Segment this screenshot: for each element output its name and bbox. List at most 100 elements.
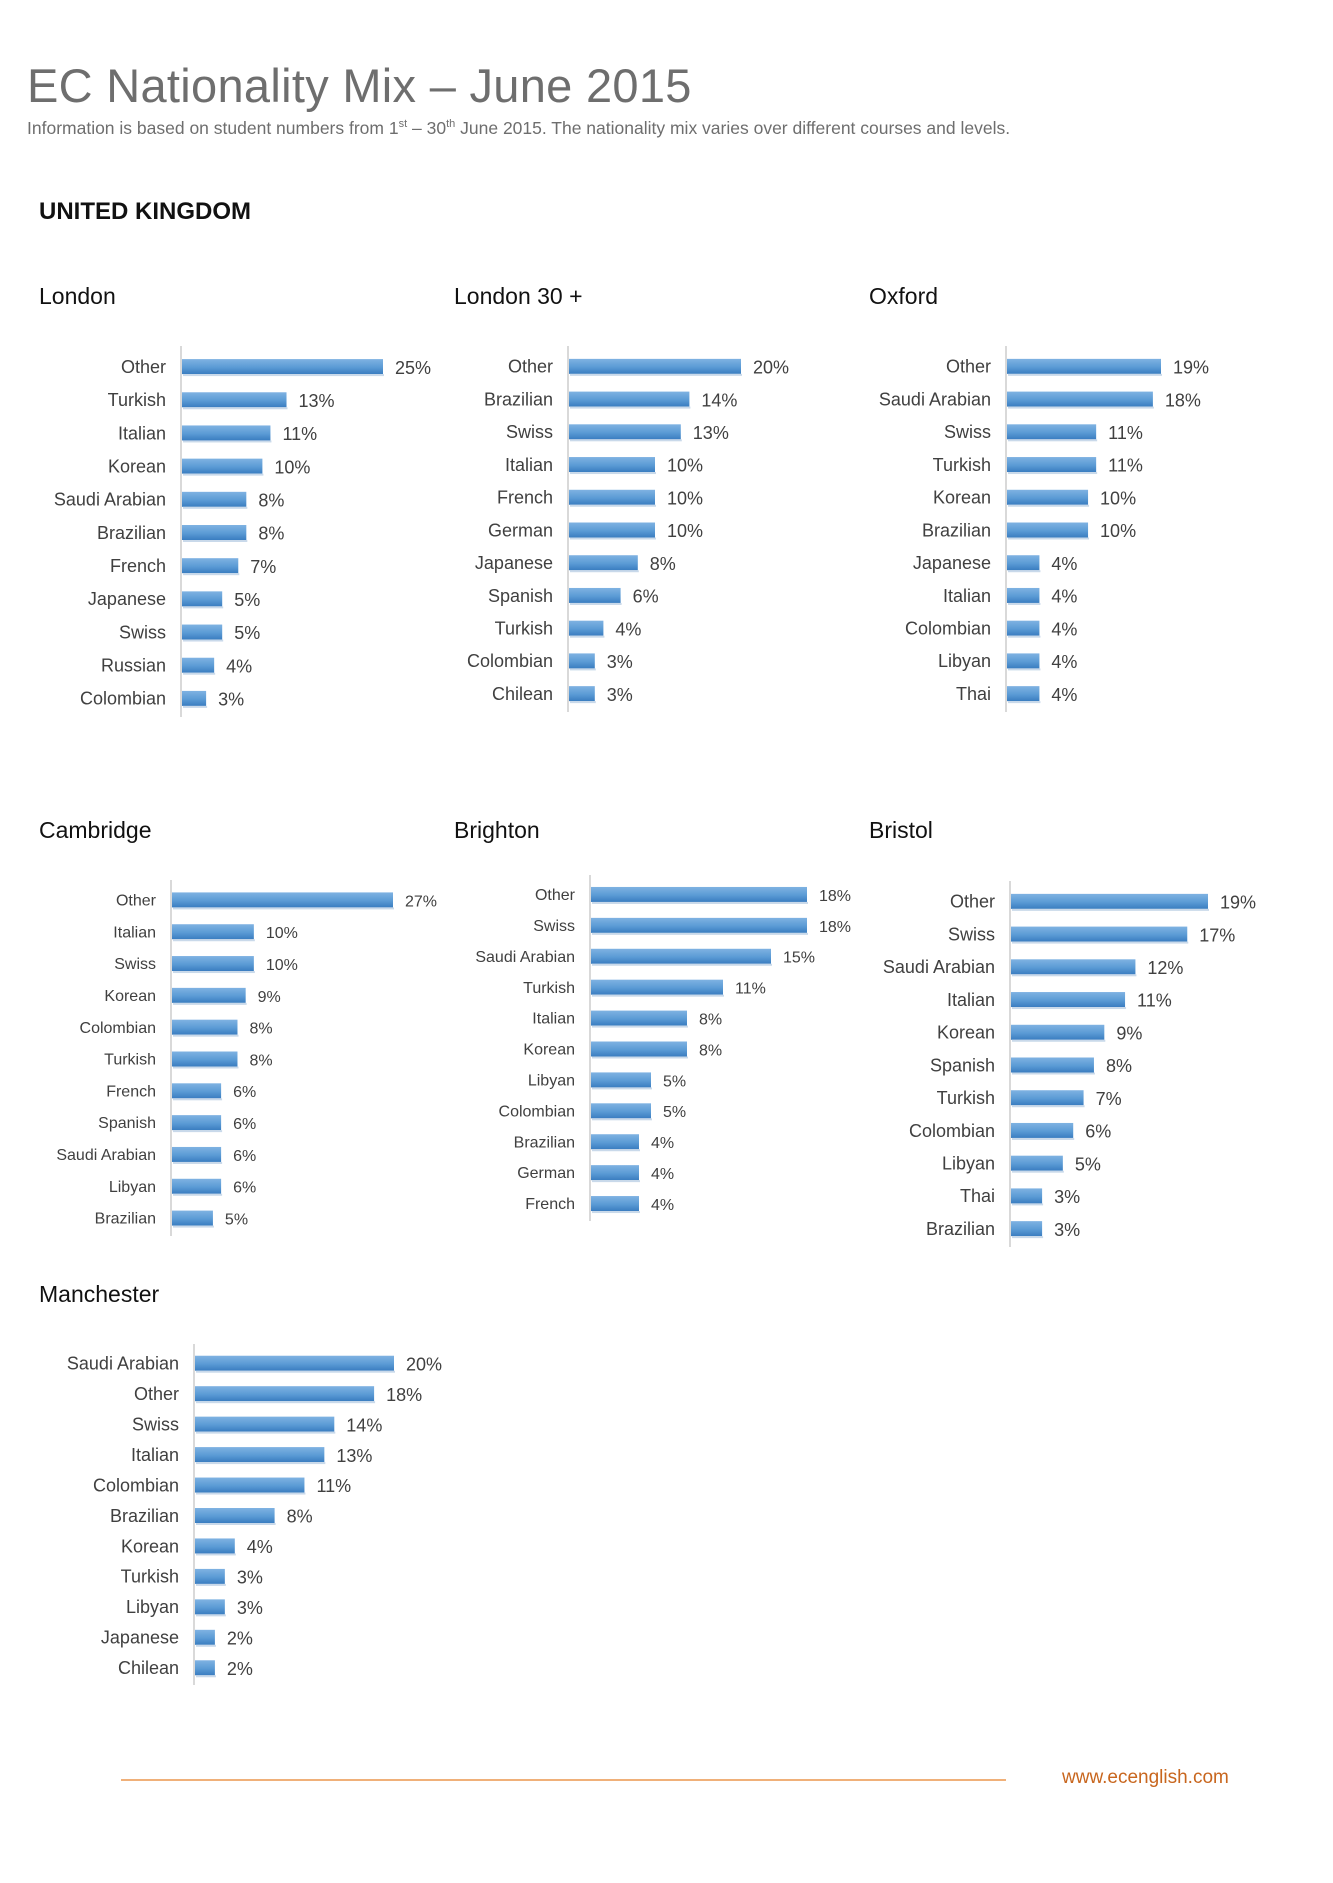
bar-cambridge-korean [172,987,246,1003]
bar-manchester-brazilian [195,1508,275,1523]
value-label: 8% [249,1052,272,1069]
bar-manchester-turkish [195,1568,225,1584]
value-label: 3% [607,685,633,705]
bar-shadow [1008,668,1041,671]
bar-manchester-korean [195,1538,235,1554]
category-label: Other [116,893,157,910]
bar-manchester-colombian [195,1477,305,1493]
bar-london-30-german [569,522,655,538]
bar-oxford-korean [1007,489,1089,505]
bar-shadow [592,994,724,997]
value-label: 10% [1100,488,1136,508]
category-label: Spanish [488,586,553,606]
chart-manchester: Saudi Arabian 20% Other 18% Swiss 14% Italian 1… [67,1344,442,1685]
bar-london-30-turkish [569,620,604,636]
value-label: 6% [233,1148,256,1165]
bar-shadow [570,537,656,540]
chart-title-bristol: Bristol [869,817,933,843]
category-label: Italian [532,1011,575,1028]
bar-cambridge-italian [172,924,254,940]
bar-shadow [1008,635,1041,638]
bar-cambridge-turkish [172,1051,238,1067]
bar-london-30-french [569,489,655,505]
bar-shadow [173,939,255,942]
category-label: Korean [108,456,166,476]
bar-shadow [183,606,224,609]
bar-shadow [196,1401,376,1404]
bar-oxford-turkish [1007,457,1097,473]
bar-shadow [196,1431,336,1434]
bar-shadow [570,602,622,605]
bar-brighton-french [591,1196,639,1212]
value-label: 4% [226,656,252,676]
bar-shadow [173,1098,223,1101]
category-label: Libyan [126,1597,179,1617]
bar-shadow [592,1149,640,1152]
chart-london-30: Other 20% Brazilian 14% Swiss 13% Italian 10% Fr… [467,346,789,712]
value-label: 4% [615,619,641,639]
bar-shadow [196,1614,226,1617]
bar-london-russian [182,657,215,673]
value-label: 4% [1051,554,1077,574]
value-label: 10% [667,488,703,508]
category-label: Brazilian [484,389,553,409]
category-label: Brazilian [514,1134,575,1151]
category-label: Other [134,1384,179,1404]
value-label: 3% [218,690,244,710]
bar-london-30-colombian [569,653,595,669]
value-label: 27% [405,893,437,910]
category-label: Other [121,357,166,377]
bar-bristol-swiss [1011,926,1188,942]
bar-shadow [173,1130,223,1133]
bar-manchester-swiss [195,1416,335,1432]
bar-shadow [183,374,384,377]
bar-brighton-libyan [591,1072,651,1088]
bar-cambridge-spanish [172,1115,222,1131]
category-label: French [525,1196,575,1213]
value-label: 4% [651,1197,674,1214]
chart-title-london: London [39,283,116,309]
bar-shadow [592,1025,688,1028]
category-label: Turkish [523,980,575,997]
bar-shadow [1008,537,1090,540]
value-label: 10% [266,925,298,942]
bar-bristol-colombian [1011,1122,1074,1138]
bar-london-30-italian [569,457,655,473]
category-label: Libyan [109,1179,156,1196]
bar-shadow [196,1462,326,1465]
chart-title-london-30: London 30 + [454,283,583,309]
bar-shadow [570,406,691,409]
category-label: Turkish [104,1052,156,1069]
bar-shadow [173,1193,223,1196]
category-label: Italian [505,455,553,475]
bar-shadow [173,1066,239,1069]
bar-cambridge-colombian [172,1019,238,1035]
bar-shadow [196,1523,276,1525]
bar-cambridge-libyan [172,1178,222,1194]
bar-manchester-chilean [195,1660,215,1676]
value-label: 13% [299,391,335,411]
value-label: 14% [701,390,737,410]
bar-shadow [196,1583,226,1586]
value-label: 8% [650,554,676,574]
value-label: 5% [234,590,260,610]
value-label: 4% [247,1537,273,1557]
bar-shadow [570,701,596,704]
value-label: 11% [1108,456,1143,476]
bar-cambridge-swiss [172,956,254,972]
bar-brighton-colombian [591,1103,651,1119]
page-title: EC Nationality Mix – June 2015 [27,59,692,112]
footer-website-link[interactable]: www.ecenglish.com [1062,1767,1229,1788]
value-label: 11% [1137,991,1172,1011]
bar-shadow [183,672,216,675]
category-label: Italian [947,990,995,1010]
category-label: Spanish [930,1055,995,1075]
category-label: Korean [104,988,156,1005]
bar-shadow [592,1118,652,1121]
bar-shadow [1008,570,1041,573]
bar-brighton-saudi-arabian [591,948,771,964]
value-label: 5% [1075,1154,1101,1174]
bar-shadow [1012,941,1189,944]
category-label: Italian [943,586,991,606]
chart-oxford: Other 19% Saudi Arabian 18% Swiss 11% Turkish 1… [879,346,1209,712]
